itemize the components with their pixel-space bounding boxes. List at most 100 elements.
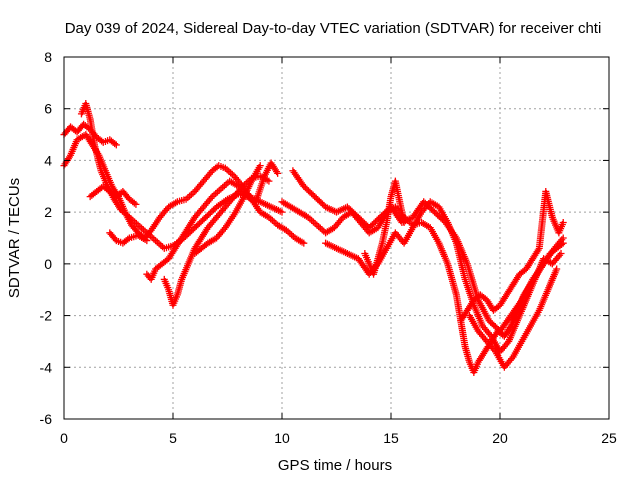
- series-fill-markers: [519, 324, 533, 343]
- series-fill-markers: [231, 184, 245, 199]
- series-fill-markers: [68, 124, 79, 135]
- data-point: [559, 218, 567, 226]
- series-fill-markers: [532, 257, 547, 281]
- data-point: [143, 237, 151, 245]
- series-fill-markers: [201, 168, 215, 183]
- series-fill-markers: [471, 360, 481, 374]
- series-fill-markers: [148, 267, 159, 281]
- series-fill-markers: [280, 199, 293, 210]
- series-fill-markers: [457, 319, 469, 349]
- x-tick-label: 15: [383, 430, 399, 446]
- series-fill-markers: [334, 245, 350, 257]
- series-fill-markers: [510, 272, 523, 287]
- series-fill-markers: [214, 197, 230, 210]
- y-tick-label: 0: [44, 256, 52, 272]
- series-fill-markers: [127, 197, 138, 207]
- series-fill-markers: [114, 189, 125, 199]
- series-fill-markers: [161, 277, 172, 292]
- series-fill-markers: [223, 194, 237, 209]
- series-fill-markers: [94, 134, 106, 145]
- series-fill-markers: [436, 205, 451, 225]
- data-point: [278, 208, 286, 216]
- series-fill-markers: [107, 230, 119, 243]
- series-fill-markers: [383, 195, 395, 224]
- series-fill-markers: [67, 138, 80, 157]
- series-fill-markers: [504, 282, 516, 297]
- series-fill-markers: [306, 215, 319, 228]
- data-point: [256, 162, 264, 170]
- series-track-9: [278, 198, 567, 376]
- data-point: [152, 237, 160, 245]
- series-fill-markers: [75, 132, 88, 143]
- series-fill-markers: [464, 298, 477, 313]
- series-fill-markers: [345, 204, 361, 220]
- series-fill-markers: [144, 272, 154, 282]
- series-fill-markers: [217, 162, 227, 171]
- series-fill-markers: [111, 197, 124, 212]
- series-fill-markers: [214, 205, 228, 220]
- series-fill-markers: [427, 226, 442, 245]
- series-fill-markers: [367, 215, 383, 230]
- series-fill-markers: [94, 184, 106, 194]
- series-fill-markers: [258, 173, 271, 184]
- y-tick-label: 6: [44, 101, 52, 117]
- series-fill-markers: [192, 236, 204, 251]
- data-point: [553, 265, 561, 273]
- series-track-5: [106, 229, 151, 247]
- series-fill-markers: [128, 232, 140, 241]
- series-fill-markers: [86, 117, 98, 147]
- x-tick-label: 5: [169, 430, 177, 446]
- data-point: [265, 177, 273, 185]
- series-fill-markers: [467, 314, 481, 333]
- series-fill-markers: [476, 329, 489, 344]
- series-fill-markers: [148, 215, 163, 232]
- series-fill-markers: [419, 200, 433, 214]
- series-fill-markers: [288, 204, 302, 215]
- x-tick-label: 20: [492, 430, 508, 446]
- data-point: [300, 239, 308, 247]
- series-fill-markers: [223, 166, 236, 178]
- series-fill-markers: [185, 215, 198, 230]
- y-tick-label: 4: [44, 152, 52, 168]
- series-fill-markers: [290, 168, 307, 189]
- series-fill-markers: [367, 225, 380, 236]
- series-track-12: [361, 177, 408, 278]
- x-tick-label: 0: [60, 430, 68, 446]
- y-tick-label: 8: [44, 49, 52, 65]
- data-point: [132, 200, 140, 208]
- series-track-8: [191, 162, 264, 258]
- series-fill-markers: [410, 210, 424, 230]
- series-fill-markers: [199, 240, 210, 251]
- series-fill-markers: [145, 230, 158, 243]
- series-fill-markers: [198, 225, 211, 240]
- series-fill-markers: [107, 189, 119, 199]
- series-fill-markers: [550, 251, 564, 266]
- series-fill-markers: [210, 163, 221, 173]
- series-fill-markers: [166, 246, 178, 261]
- series-fill-markers: [428, 199, 441, 210]
- series-fill-markers: [170, 293, 180, 307]
- series-track-6: [143, 159, 282, 283]
- series-fill-markers: [471, 303, 486, 328]
- series-fill-markers: [552, 236, 566, 251]
- series-fill-markers: [201, 194, 215, 209]
- series-fill-markers: [101, 184, 112, 194]
- series-fill-markers: [444, 262, 460, 297]
- series-fill-markers: [231, 197, 246, 217]
- series-fill-markers: [444, 220, 460, 245]
- series-fill-markers: [523, 256, 536, 271]
- series-fill-markers: [245, 194, 258, 205]
- axis-ticks: 0 5 10 15 20 25 -6 -4 -2 0 2 4 6 8: [40, 49, 617, 446]
- series-track-14: [465, 265, 561, 371]
- series-fill-markers: [480, 324, 494, 339]
- series-fill-markers: [506, 319, 521, 344]
- series-fill-markers: [497, 313, 514, 333]
- series-fill-markers: [115, 237, 125, 246]
- series-fill-markers: [192, 215, 208, 230]
- series-fill-markers: [160, 256, 171, 267]
- series-fill-markers: [205, 215, 219, 230]
- series-fill-markers: [91, 143, 105, 173]
- series-fill-markers: [166, 199, 180, 210]
- series-fill-markers: [475, 349, 488, 364]
- series-fill-markers: [293, 235, 306, 246]
